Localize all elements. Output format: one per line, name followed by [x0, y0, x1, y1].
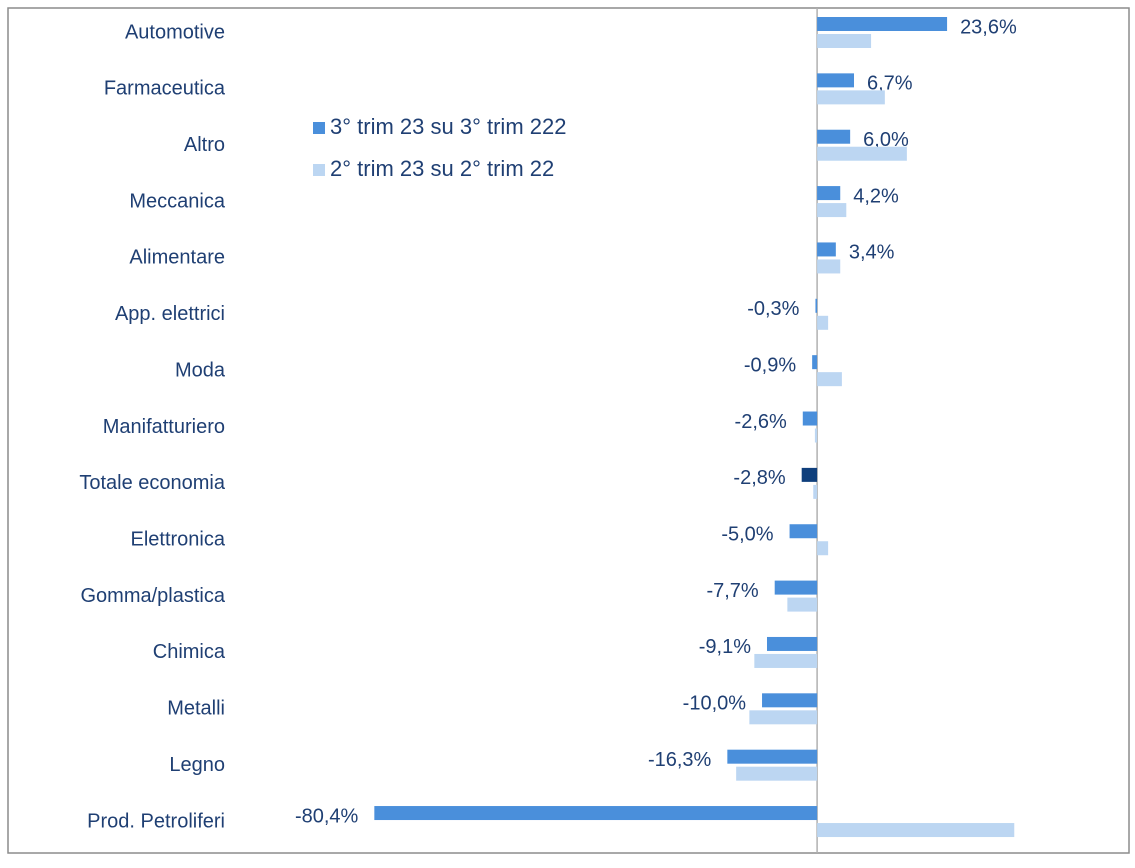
category-label: Farmaceutica: [104, 78, 226, 100]
value-label: -5,0%: [721, 524, 773, 546]
category-label: Totale economia: [79, 472, 226, 494]
value-label: 23,6%: [960, 16, 1017, 38]
bar: [813, 484, 818, 499]
category-label: Metalli: [167, 698, 225, 720]
bar: [817, 146, 907, 161]
value-label: 4,2%: [853, 185, 899, 207]
bar: [787, 597, 818, 612]
bar: [754, 653, 818, 668]
value-label: -10,0%: [683, 693, 747, 715]
bar: [727, 749, 818, 764]
bar: [749, 710, 818, 725]
legend-swatch: [313, 122, 325, 134]
value-label: 6,7%: [867, 73, 913, 95]
bar: [766, 636, 818, 651]
category-label: Meccanica: [129, 190, 225, 212]
value-label: -0,9%: [744, 354, 796, 376]
bar: [817, 34, 872, 48]
bar: [817, 73, 855, 88]
bar: [817, 823, 1015, 838]
category-label: Altro: [184, 134, 225, 156]
category-label: Elettronica: [131, 529, 226, 551]
value-label: -2,6%: [735, 411, 787, 433]
bar: [814, 428, 818, 443]
legend-label: 2° trim 23 su 2° trim 22: [330, 156, 554, 181]
bar: [801, 467, 818, 482]
bar: [817, 372, 842, 387]
bar: [817, 129, 851, 144]
bar: [817, 315, 829, 330]
category-label: Legno: [169, 754, 225, 776]
bar: [762, 693, 818, 708]
bar: [817, 259, 841, 274]
category-label: Moda: [175, 359, 226, 381]
frame: [7, 7, 1130, 854]
bar: [817, 186, 841, 201]
bar: [817, 90, 885, 105]
value-label: -16,3%: [648, 749, 712, 771]
bar: [736, 766, 818, 781]
bar: [374, 806, 818, 821]
category-label: Automotive: [125, 21, 225, 43]
legend-label: 3° trim 23 su 3° trim 222: [330, 114, 566, 139]
value-label: 3,4%: [849, 242, 895, 264]
bar: [789, 524, 818, 539]
value-label: -2,8%: [733, 467, 785, 489]
bar: [817, 203, 847, 218]
category-label: App. elettrici: [115, 303, 225, 325]
bar: [812, 355, 818, 370]
category-label: Alimentare: [129, 247, 225, 269]
category-label: Chimica: [153, 641, 226, 663]
bar: [815, 298, 818, 313]
legend-swatch: [313, 164, 325, 176]
value-label: 6,0%: [863, 129, 909, 151]
value-label: -7,7%: [706, 580, 758, 602]
value-label: -9,1%: [699, 636, 751, 658]
category-label: Manifatturiero: [103, 416, 225, 438]
category-label: Gomma/plastica: [81, 585, 226, 607]
bar: [774, 580, 818, 595]
bar: [817, 541, 829, 556]
bar: [817, 17, 948, 31]
bar: [802, 411, 818, 426]
category-label: Prod. Petroliferi: [87, 810, 225, 832]
value-label: -80,4%: [295, 805, 359, 827]
bar: [817, 242, 836, 257]
value-label: -0,3%: [747, 298, 799, 320]
